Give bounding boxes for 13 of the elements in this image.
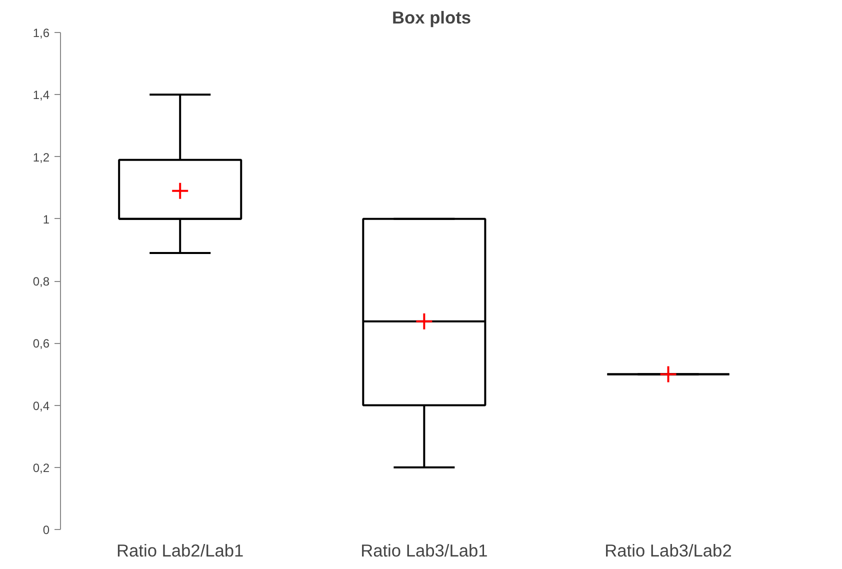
x-tick-label: Ratio Lab3/Lab1 <box>360 540 488 560</box>
y-tick-label: 0,6 <box>32 336 50 351</box>
y-tick-label: 0 <box>42 523 50 537</box>
chart-title: Box plots <box>392 8 471 28</box>
y-tick-label: 0,4 <box>32 398 50 413</box>
y-tick-label: 1 <box>42 212 50 226</box>
x-tick-label: Ratio Lab3/Lab2 <box>604 540 732 560</box>
y-tick-label: 0,2 <box>32 460 50 475</box>
y-tick-label: 1,2 <box>32 150 50 164</box>
x-tick-label: Ratio Lab2/Lab1 <box>116 540 244 560</box>
y-tick-label: 0,8 <box>32 274 50 288</box>
y-tick-label: 1,4 <box>32 88 50 102</box>
y-tick-label: 1,6 <box>32 26 50 40</box>
